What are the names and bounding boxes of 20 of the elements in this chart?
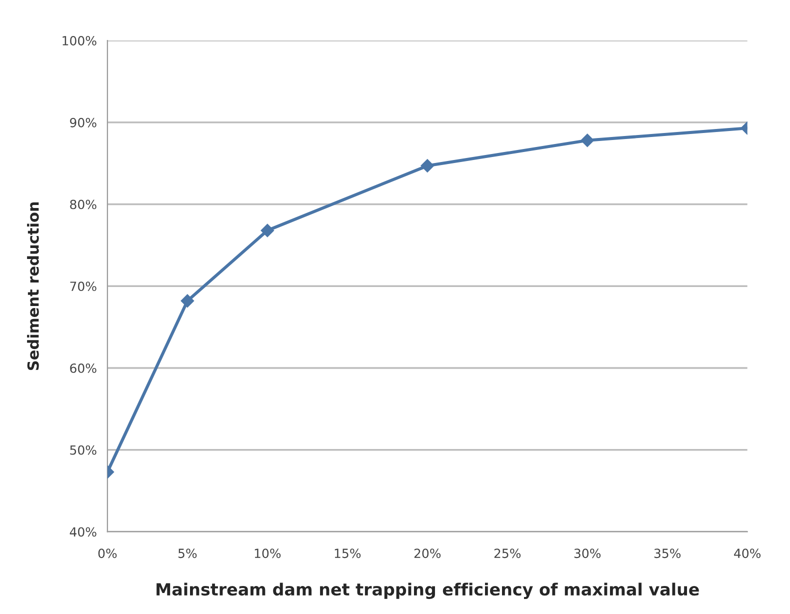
y-tick-label: 50% — [70, 445, 96, 455]
x-tick-label: 25% — [494, 548, 521, 558]
point — [260, 224, 274, 238]
point — [420, 159, 434, 172]
y-tick-label: 60% — [70, 363, 96, 373]
x-axis-title: Mainstream dam net trapping efficiency of maximal value — [156, 582, 699, 599]
y-axis-title: Sediment reduction — [27, 202, 39, 370]
x-tick-label: 40% — [734, 548, 761, 558]
x-tick-label: 0% — [98, 548, 117, 558]
x-tick-label: 30% — [574, 548, 601, 558]
y-tick-label: 40% — [70, 527, 96, 537]
x-tick-label: 5% — [178, 548, 197, 558]
x-tick-label: 35% — [654, 548, 681, 558]
y-tick-label: 70% — [70, 282, 96, 292]
y-tick-label: 100% — [62, 36, 96, 46]
y-tick-label: 80% — [70, 200, 96, 210]
x-tick-label: 15% — [334, 548, 361, 558]
y-tick-label: 90% — [70, 118, 96, 128]
x-tick-label: 20% — [414, 548, 441, 558]
x-tick-label: 10% — [254, 548, 281, 558]
